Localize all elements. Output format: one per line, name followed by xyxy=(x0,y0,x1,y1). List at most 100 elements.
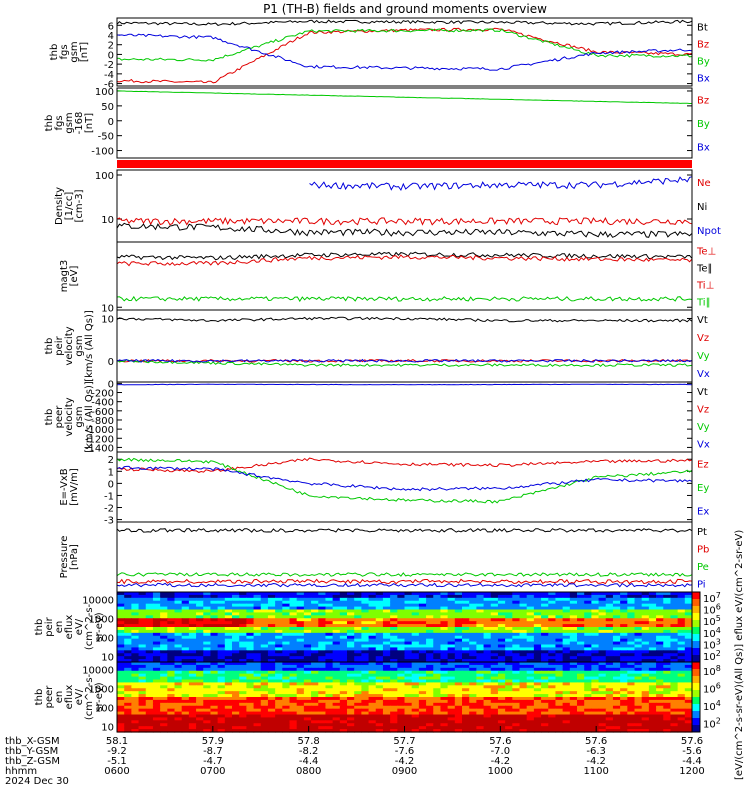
spectrogram-cell xyxy=(519,606,528,611)
colorbar-segment xyxy=(692,634,700,642)
spectrogram-cell xyxy=(490,673,499,678)
spectrogram-cell xyxy=(512,650,521,654)
spectrogram-cell xyxy=(361,659,370,663)
spectrogram-cell xyxy=(361,673,370,678)
spectrogram-cell xyxy=(397,627,406,631)
spectrogram-cell xyxy=(641,603,650,608)
spectrogram-cell xyxy=(541,676,549,681)
spectrogram-cell xyxy=(375,603,384,608)
spectrogram-cell xyxy=(404,699,413,704)
spectrogram-cell xyxy=(167,694,176,698)
spectrogram-cell xyxy=(670,615,679,619)
spectrogram-cell xyxy=(145,592,154,596)
legend-vel_e-Vz: Vz xyxy=(697,404,709,415)
spectrogram-cell xyxy=(296,629,305,634)
spectrogram-cell xyxy=(390,650,398,654)
spectrogram-cell xyxy=(145,659,154,663)
spectrogram-cell xyxy=(641,641,650,646)
spectrogram-cell xyxy=(483,667,492,672)
spectrogram-cell xyxy=(447,629,456,634)
spectrogram-cell xyxy=(167,635,176,640)
spectrogram-cell xyxy=(347,664,355,669)
spectrogram-cell xyxy=(526,673,535,678)
spectrogram-cell xyxy=(677,694,686,698)
spectrogram-cell xyxy=(605,694,614,698)
spectrogram-cell xyxy=(354,705,362,710)
ylabel-temp-1: [eV] xyxy=(69,266,80,287)
spectrogram-cell xyxy=(634,621,643,625)
series-efield-Ey xyxy=(116,457,693,504)
spectrogram-cell xyxy=(232,667,240,672)
spectrogram-cell xyxy=(260,624,269,628)
spectrogram-cell xyxy=(411,662,420,666)
spectrogram-cell xyxy=(390,708,398,713)
spectrogram-cell xyxy=(174,644,183,649)
spectrogram-cell xyxy=(282,685,291,689)
spectrogram-cell xyxy=(663,641,672,646)
spectrogram-cell xyxy=(505,685,513,689)
spectrogram-cell xyxy=(418,603,427,608)
spectrogram-cell xyxy=(512,594,521,599)
spectrogram-cell xyxy=(404,609,413,614)
spectrogram-cell xyxy=(167,603,176,608)
spectrogram-cell xyxy=(677,673,686,678)
spectrogram-cell xyxy=(282,597,291,602)
spectrogram-cell xyxy=(476,682,485,686)
spectrogram-cell xyxy=(239,697,247,701)
spectrogram-cell xyxy=(347,676,355,681)
spectrogram-cell xyxy=(641,653,650,657)
spectrogram-cell xyxy=(483,702,492,707)
spectrogram-cell xyxy=(519,702,528,707)
spectrogram-cell xyxy=(634,688,643,692)
spectrogram-cell xyxy=(361,726,370,730)
spectrogram-cell xyxy=(354,691,362,695)
spectrogram-cell xyxy=(296,594,305,599)
spectrogram-cell xyxy=(332,708,341,713)
spectrogram-cell xyxy=(663,720,672,724)
spectrogram-cell xyxy=(289,688,298,692)
spectrogram-cell xyxy=(598,691,607,695)
spectrogram-cell xyxy=(325,662,334,666)
spectrogram-cell xyxy=(152,615,161,619)
spectrogram-cell xyxy=(584,650,592,654)
spectrogram-cell xyxy=(289,717,298,721)
spectrogram-cell xyxy=(375,594,384,599)
spectrogram-cell xyxy=(275,603,283,608)
spectrogram-cell xyxy=(203,667,212,672)
spectrogram-cell xyxy=(454,612,463,616)
spectrogram-cell xyxy=(418,653,427,657)
spectrogram-cell xyxy=(318,606,327,611)
spectrogram-cell xyxy=(469,638,477,643)
spectrogram-cell xyxy=(612,624,621,628)
spectrogram-cell xyxy=(634,673,643,678)
spectrogram-cell xyxy=(490,656,499,660)
spectrogram-cell xyxy=(612,705,621,710)
spectrogram-cell xyxy=(591,682,600,686)
spectrogram-cell xyxy=(548,688,557,692)
spectrogram-cell xyxy=(246,618,255,622)
spectrogram-cell xyxy=(641,632,650,637)
spectrogram-cell xyxy=(217,627,226,631)
spectrogram-cell xyxy=(684,638,693,643)
spectrogram-cell xyxy=(131,679,140,684)
spectrogram-cell xyxy=(296,650,305,654)
spectrogram-cell xyxy=(354,688,362,692)
spectrogram-cell xyxy=(217,685,226,689)
spectrogram-cell xyxy=(462,691,470,695)
spectrogram-cell xyxy=(426,667,434,672)
spectrogram-cell xyxy=(684,597,693,602)
spectrogram-cell xyxy=(490,691,499,695)
spectrogram-cell xyxy=(203,699,212,704)
spectrogram-cell xyxy=(181,629,190,634)
spectrogram-cell xyxy=(641,594,650,599)
spectrogram-cell xyxy=(253,641,262,646)
spectrogram-cell xyxy=(591,711,600,716)
legend-vel_e-Vt: Vt xyxy=(697,387,708,398)
spectrogram-cell xyxy=(253,720,262,724)
spectrogram-cell xyxy=(641,618,650,622)
spectrogram-cell xyxy=(361,729,370,733)
spectrogram-cell xyxy=(289,667,298,672)
spectrogram-cell xyxy=(232,600,240,605)
spectrogram-cell xyxy=(390,694,398,698)
spectrogram-cell xyxy=(382,627,391,631)
